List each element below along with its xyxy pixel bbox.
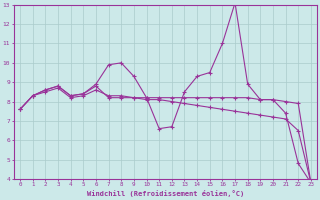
- X-axis label: Windchill (Refroidissement éolien,°C): Windchill (Refroidissement éolien,°C): [87, 190, 244, 197]
